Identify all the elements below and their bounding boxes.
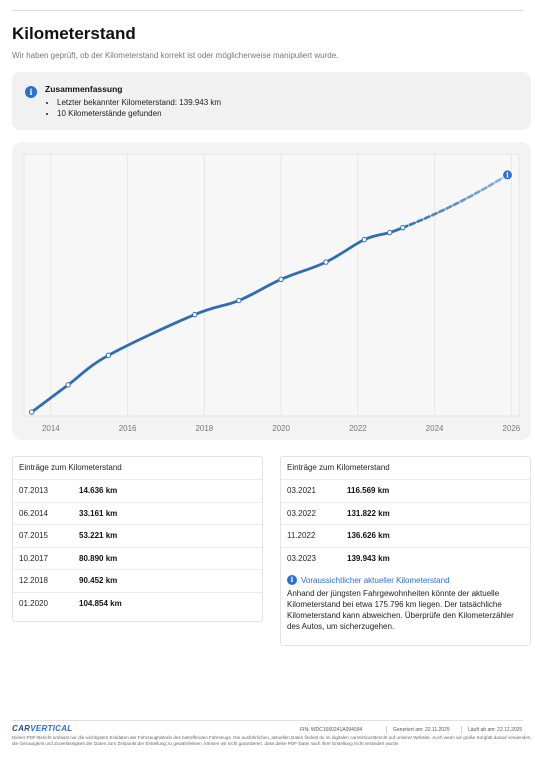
generated-date: Generiert am: 22.11.2025 xyxy=(393,727,450,733)
table-title: Einträge zum Kilometerstand xyxy=(19,463,122,472)
x-tick-label: 2016 xyxy=(119,424,137,433)
x-tick-label: 2020 xyxy=(272,424,290,433)
x-tick-label: 2026 xyxy=(502,424,520,433)
info-icon: i xyxy=(287,575,297,585)
row-date: 01.2020 xyxy=(19,598,48,608)
row-km: 33.161 km xyxy=(79,508,118,518)
table-row: 03.2021 116.569 km xyxy=(281,479,530,502)
data-point xyxy=(323,259,329,265)
disclaimer-text: Dieser PDF-Bericht umfasst nur die wicht… xyxy=(12,735,532,746)
row-km: 80.890 km xyxy=(79,553,118,563)
forecast-line xyxy=(401,173,509,229)
summary-title: Zusammenfassung xyxy=(45,84,123,94)
data-point xyxy=(192,311,198,318)
row-km: 139.943 km xyxy=(347,553,390,563)
summary-list: Letzter bekannter Kilometerstand: 139.94… xyxy=(57,98,221,120)
logo-part-1: CAR xyxy=(12,724,31,733)
row-date: 12.2018 xyxy=(19,576,48,586)
top-divider xyxy=(12,10,523,11)
table-row: 12.2018 90.452 km xyxy=(13,569,262,592)
x-tick-label: 2014 xyxy=(42,424,60,433)
row-date: 03.2021 xyxy=(287,486,316,496)
x-tick-label: 2022 xyxy=(349,424,367,433)
mileage-line xyxy=(30,226,405,414)
expiry-date: Läuft ab am: 22.12.2025 xyxy=(468,727,523,733)
table-row: 07.2013 14.636 km xyxy=(13,479,262,502)
row-date: 03.2022 xyxy=(287,508,316,518)
row-date: 11.2022 xyxy=(287,531,316,541)
row-km: 136.626 km xyxy=(347,531,390,541)
data-point xyxy=(386,229,393,236)
x-tick-label: 2024 xyxy=(426,424,444,433)
page-title: Kilometerstand xyxy=(12,24,136,43)
table-row: 03.2023 139.943 km xyxy=(281,546,530,570)
data-point xyxy=(236,297,242,304)
forecast-heading: i Voraussichtlicher aktueller Kilometers… xyxy=(287,575,524,585)
fin-label: FIN: WDC1660241A094094 xyxy=(300,727,363,733)
x-tick-label: 2018 xyxy=(195,424,213,433)
info-icon: i xyxy=(25,86,37,98)
table-title: Einträge zum Kilometerstand xyxy=(287,463,390,472)
row-km: 131.822 km xyxy=(347,508,390,518)
footer-separator xyxy=(386,726,387,733)
row-km: 104.854 km xyxy=(79,598,122,608)
data-point xyxy=(278,276,284,283)
table-row: 10.2017 80.890 km xyxy=(13,546,262,570)
row-date: 07.2013 xyxy=(19,486,48,496)
table-row: 07.2015 53.221 km xyxy=(13,524,262,547)
mileage-chart: 2014 2016 2018 2020 2022 2024 2026 i xyxy=(12,142,531,440)
summary-item: Letzter bekannter Kilometerstand: 139.94… xyxy=(57,98,221,107)
row-date: 10.2017 xyxy=(19,553,48,563)
row-date: 03.2023 xyxy=(287,553,316,563)
forecast-box: i Voraussichtlicher aktueller Kilometers… xyxy=(281,569,530,632)
footer-separator xyxy=(461,726,462,733)
data-point xyxy=(400,224,406,231)
mileage-chart-svg: 2014 2016 2018 2020 2022 2024 2026 i xyxy=(23,153,521,433)
data-point xyxy=(65,382,71,388)
row-date: 06.2014 xyxy=(19,508,48,518)
table-row: 01.2020 104.854 km xyxy=(13,591,262,615)
info-icon xyxy=(501,169,513,181)
logo-part-2: VERTICAL xyxy=(30,724,73,733)
row-km: 116.569 km xyxy=(347,486,390,496)
footer-divider xyxy=(12,720,523,721)
table-row: 06.2014 33.161 km xyxy=(13,501,262,525)
row-date: 07.2015 xyxy=(19,531,48,541)
summary-item: 10 Kilometerstände gefunden xyxy=(57,109,221,118)
mileage-table-left: Einträge zum Kilometerstand 07.2013 14.63… xyxy=(12,456,263,622)
data-point xyxy=(28,409,35,415)
info-icon-glyph: i xyxy=(506,171,509,180)
forecast-title: Voraussichtlicher aktueller Kilometersta… xyxy=(301,575,450,585)
mileage-table-right: Einträge zum Kilometerstand 03.2021 116.5… xyxy=(280,456,531,646)
table-row: 11.2022 136.626 km xyxy=(281,524,530,547)
table-row: 03.2022 131.822 km xyxy=(281,501,530,525)
row-km: 53.221 km xyxy=(79,531,118,541)
summary-box: i Zusammenfassung Letzter bekannter Kilo… xyxy=(12,72,531,130)
page-subtitle: Wir haben geprüft, ob der Kilometerstand… xyxy=(12,51,339,60)
forecast-text: Anhand der jüngsten Fahrgewohnheiten kön… xyxy=(287,589,514,631)
data-point xyxy=(361,236,368,243)
data-point xyxy=(105,352,112,359)
row-km: 90.452 km xyxy=(79,576,118,586)
carvertical-logo: CARVERTICAL xyxy=(12,724,73,733)
row-km: 14.636 km xyxy=(79,486,118,496)
